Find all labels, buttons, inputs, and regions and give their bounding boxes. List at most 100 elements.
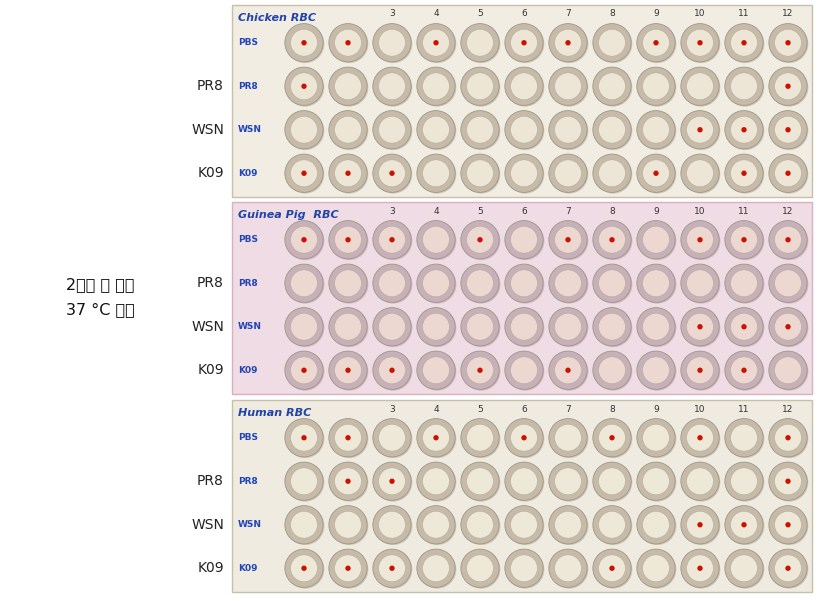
Circle shape [741,522,747,528]
Circle shape [555,357,582,383]
Circle shape [345,237,351,242]
Circle shape [379,117,406,143]
Circle shape [638,155,676,194]
Circle shape [329,23,367,62]
Text: WSN: WSN [191,517,224,532]
Circle shape [389,566,394,571]
Circle shape [510,468,537,495]
Circle shape [741,127,747,132]
Circle shape [593,351,631,389]
Circle shape [726,69,764,106]
Circle shape [599,424,626,451]
Circle shape [725,308,763,346]
Circle shape [725,221,763,259]
Circle shape [330,222,368,260]
Circle shape [379,468,406,495]
Circle shape [330,265,368,304]
Circle shape [379,313,406,340]
Circle shape [286,352,325,391]
Circle shape [769,505,807,544]
Circle shape [466,424,493,451]
Circle shape [417,308,455,346]
Circle shape [549,264,587,302]
Circle shape [770,265,808,304]
Circle shape [785,127,791,132]
Circle shape [555,424,582,451]
Text: PBS: PBS [238,38,258,47]
Text: 9: 9 [653,207,658,216]
Circle shape [374,222,412,260]
Circle shape [510,29,537,56]
Circle shape [506,551,544,588]
Text: 2시간 후 결과: 2시간 후 결과 [65,278,134,293]
Circle shape [686,270,713,297]
Circle shape [725,351,763,389]
Circle shape [785,566,791,571]
Circle shape [769,67,807,105]
Text: PR8: PR8 [238,279,258,288]
Circle shape [599,29,626,56]
Circle shape [506,507,544,545]
Text: K09: K09 [238,564,258,573]
Circle shape [423,117,449,143]
Circle shape [643,511,669,538]
Circle shape [462,25,501,63]
Circle shape [697,324,703,329]
Circle shape [637,221,675,259]
Circle shape [549,549,587,587]
Circle shape [506,463,544,502]
Circle shape [682,265,721,304]
Circle shape [373,154,411,192]
Circle shape [330,507,368,545]
Circle shape [643,313,669,340]
Circle shape [741,368,747,373]
Circle shape [741,324,747,329]
Circle shape [785,522,791,528]
Circle shape [730,511,757,538]
Circle shape [770,155,808,194]
Circle shape [637,351,675,389]
Circle shape [286,551,325,588]
Text: 3: 3 [389,404,395,413]
Circle shape [373,221,411,259]
Text: PR8: PR8 [197,276,224,290]
Text: 6: 6 [521,207,527,216]
Circle shape [638,420,676,458]
Circle shape [345,40,351,46]
Circle shape [423,313,449,340]
Circle shape [374,69,412,106]
Circle shape [462,112,501,150]
Circle shape [555,29,582,56]
Circle shape [505,154,543,192]
Circle shape [686,555,713,582]
Circle shape [285,154,323,192]
Circle shape [379,555,406,582]
Circle shape [643,73,669,100]
Bar [232,5,812,197]
Text: 6: 6 [521,10,527,19]
Text: 8: 8 [609,10,615,19]
Circle shape [301,171,307,176]
Circle shape [423,270,449,297]
Circle shape [770,112,808,150]
Text: PR8: PR8 [238,477,258,486]
Circle shape [329,351,367,389]
Circle shape [730,468,757,495]
Circle shape [285,221,323,259]
Text: PBS: PBS [238,433,258,442]
Circle shape [549,67,587,105]
Circle shape [599,555,626,582]
Circle shape [286,25,325,63]
Circle shape [285,111,323,149]
Circle shape [462,309,501,347]
Circle shape [730,117,757,143]
Text: WSN: WSN [191,123,224,137]
Circle shape [697,566,703,571]
Circle shape [697,127,703,132]
Circle shape [286,155,325,194]
Circle shape [681,308,719,346]
Circle shape [506,155,544,194]
Circle shape [330,551,368,588]
Circle shape [461,549,499,587]
Circle shape [285,23,323,62]
